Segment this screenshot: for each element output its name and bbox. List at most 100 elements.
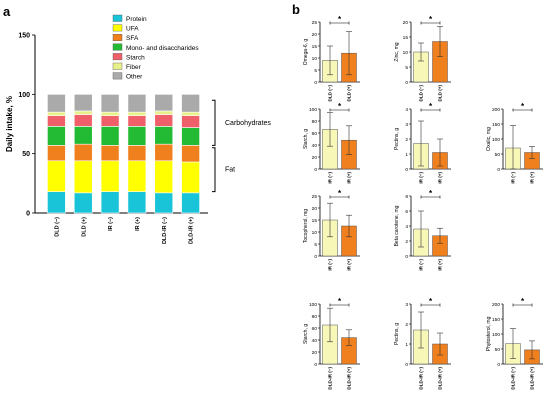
x-tick-label: IR (−): [328, 172, 333, 184]
y-tick-label: 15: [312, 218, 318, 224]
y-tick-label: 4: [405, 107, 408, 113]
stacked-segment-sfa: [47, 145, 66, 162]
stacked-segment-other: [181, 94, 200, 113]
y-axis-label: Pectins, g: [394, 323, 400, 345]
y-tick-label: 200: [492, 302, 500, 308]
small-chart: 0 2 4 6 8 Beta carotene, mg IR (−) IR (+) *: [394, 189, 451, 271]
x-tick-label: DLD-IR (−): [328, 367, 333, 390]
y-tick-label: 5: [405, 65, 408, 71]
y-tick-label: 1: [405, 342, 408, 348]
stacked-bar-chart: 0 50 100 150 Daily intake, % DLD (−) DLD (+) IR…: [5, 14, 271, 244]
stacked-segment-mono-and-disaccharides: [154, 126, 174, 145]
stacked-segment-other: [73, 94, 93, 112]
stacked-segment-protein: [181, 192, 200, 214]
significance-star: *: [521, 297, 525, 306]
stacked-segment-protein: [47, 191, 66, 214]
small-chart: 0 1 2 3 4 Pectins, g IR (−) IR (+) *: [394, 102, 451, 184]
y-tick-label: 50: [495, 152, 501, 158]
stacked-segment-sfa: [100, 145, 120, 162]
y-tick-label: 100: [492, 137, 500, 143]
legend-label: Protein: [126, 16, 147, 23]
stacked-segment-sfa: [181, 145, 200, 163]
significance-star: *: [338, 297, 342, 306]
x-tick-label: IR (+): [438, 172, 443, 184]
y-tick-label: 20: [312, 32, 318, 38]
y-tick-label: 100: [309, 107, 317, 113]
x-tick-label: DLD (+): [81, 217, 87, 237]
stacked-segment-protein: [127, 191, 147, 214]
significance-star: *: [521, 102, 525, 111]
small-chart: 0 50 100 150 200 Oxalic, mg IR (−) IR (+) *: [486, 102, 543, 184]
x-tick-label: DLD (−): [419, 85, 424, 102]
y-tick-label: 0: [314, 362, 317, 368]
y-tick-label: 25: [312, 20, 318, 26]
y-tick-label: 0: [314, 80, 317, 86]
significance-star: *: [429, 189, 433, 198]
y-tick-label: 40: [312, 338, 318, 344]
stacked-segment-starch: [100, 115, 120, 127]
y-tick-label: 3: [405, 302, 408, 308]
y-tick-label: 50: [22, 151, 30, 158]
legend-label: UFA: [126, 26, 139, 33]
y-tick-label: 80: [312, 314, 318, 320]
y-tick-label: 0: [314, 167, 317, 173]
y-axis-label: Tocopherol, mg: [303, 209, 309, 243]
legend-label: Other: [126, 74, 143, 81]
legend-swatch: [112, 14, 123, 22]
y-axis-label: Starch, g: [303, 129, 309, 149]
legend-label: Fiber: [126, 64, 142, 71]
y-axis-label: Starch, g: [303, 324, 309, 344]
stacked-segment-protein: [154, 192, 174, 214]
stacked-segment-mono-and-disaccharides: [47, 126, 66, 146]
y-tick-label: 150: [18, 33, 30, 40]
x-tick-label: DLD (−): [54, 217, 60, 237]
x-tick-label: DLD-IR (+): [530, 367, 535, 390]
stacked-segment-sfa: [127, 145, 147, 162]
legend-label: SFA: [126, 35, 139, 42]
small-chart: 0 1 2 3 Pectins, g DLD-IR (−) DLD-IR (+) *: [394, 297, 451, 390]
y-axis-label: Zinc, mg: [394, 42, 400, 61]
significance-star: *: [338, 102, 342, 111]
small-chart: 0 50 100 150 200 Phytosterol, mg DLD-IR (−) DLD…: [486, 297, 543, 390]
y-tick-label: 200: [492, 107, 500, 113]
stacked-segment-other: [154, 94, 174, 112]
panel-a-label: a: [3, 4, 11, 19]
small-chart: 0 5 10 15 20 25 Tocopherol, mg IR (−) IR (+) *: [303, 189, 360, 271]
y-tick-label: 40: [312, 143, 318, 149]
y-tick-label: 2: [405, 322, 408, 328]
y-tick-label: 150: [492, 122, 500, 128]
y-tick-label: 20: [403, 20, 409, 26]
stacked-segment-mono-and-disaccharides: [100, 126, 120, 146]
significance-star: *: [338, 189, 342, 198]
y-tick-label: 25: [312, 194, 318, 200]
stacked-segment-other: [100, 94, 120, 113]
y-axis-label: Oxalic, mg: [486, 127, 492, 151]
stacked-segment-starch: [73, 114, 93, 127]
x-tick-label: DLD (+): [347, 85, 352, 102]
small-chart: 0 20 40 60 80 100 Starch, g IR (−) IR (+) *: [303, 102, 360, 184]
y-tick-label: 10: [312, 56, 318, 62]
y-tick-label: 0: [497, 167, 500, 173]
y-tick-label: 0: [405, 80, 408, 86]
y-tick-label: 1: [405, 152, 408, 158]
stacked-segment-fiber: [73, 110, 93, 115]
small-chart: 0 20 40 60 80 100 Starch, g DLD-IR (−) DLD-IR (+…: [303, 297, 360, 390]
stacked-segment-mono-and-disaccharides: [181, 127, 200, 146]
legend: Protein UFA SFA Mono- and disaccharides Star…: [112, 14, 199, 81]
y-tick-label: 20: [312, 155, 318, 161]
y-tick-label: 0: [405, 362, 408, 368]
y-tick-label: 5: [314, 68, 317, 74]
carbohydrates-bracket: [212, 99, 216, 146]
significance-star: *: [429, 15, 433, 24]
x-tick-label: DLD-IR (−): [511, 367, 516, 390]
legend-swatch: [112, 53, 123, 61]
y-tick-label: 0: [497, 362, 500, 368]
small-chart: 0 5 10 15 20 25 Omega-6, g DLD (−) DLD (+) *: [303, 15, 360, 101]
fat-bracket: [212, 147, 216, 193]
x-tick-label: IR (+): [135, 217, 141, 231]
y-tick-label: 2: [405, 239, 408, 245]
y-axis-label: Daily intake, %: [5, 96, 14, 152]
y-tick-label: 4: [405, 224, 408, 230]
